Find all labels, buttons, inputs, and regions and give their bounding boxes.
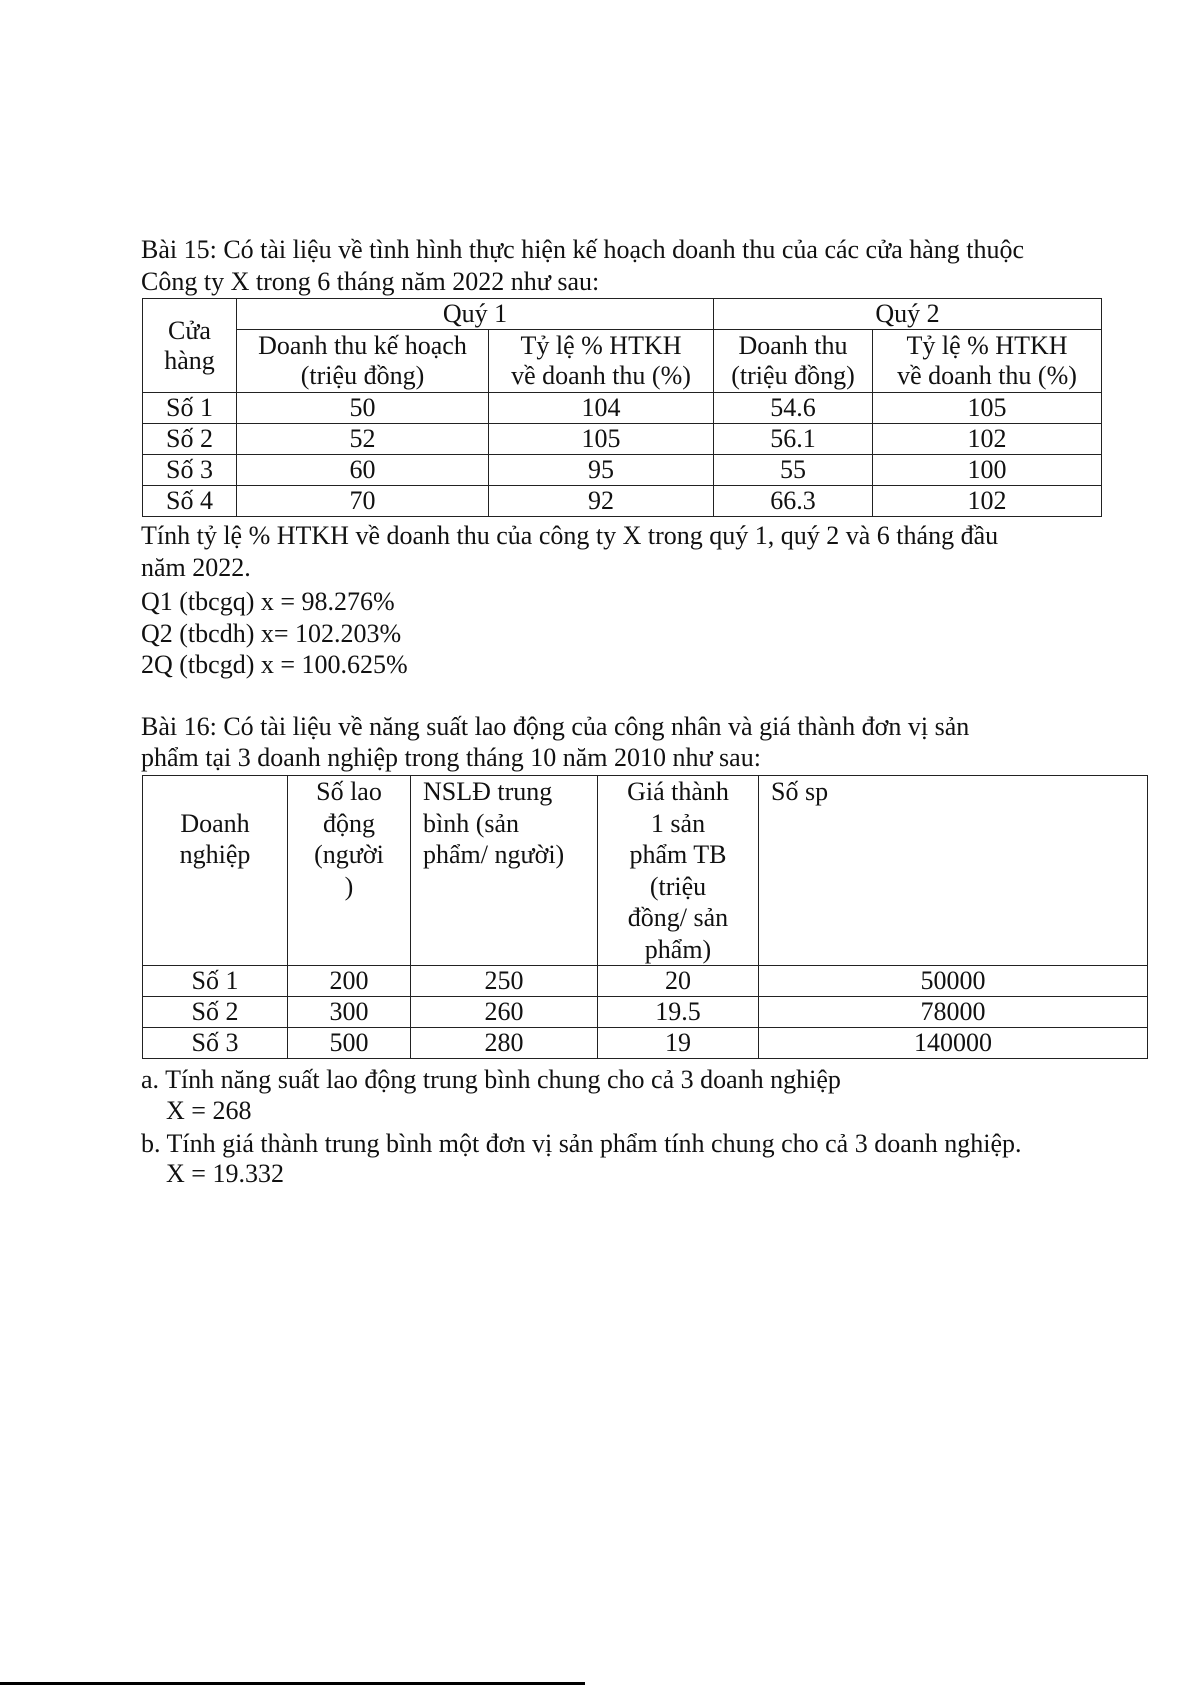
- header-workers: Số lao động (người ): [287, 775, 411, 966]
- bai16-cell: 280: [410, 1027, 598, 1059]
- header-unit-cost: Giá thành 1 sản phẩm TB (triệu đồng/ sản…: [597, 775, 759, 966]
- bai15-cell: 50: [236, 392, 489, 424]
- bai15-question-line2: năm 2022.: [141, 553, 251, 582]
- bai16-cell: 20: [597, 965, 759, 997]
- bai16-cell: 260: [410, 996, 598, 1028]
- header-productivity: NSLĐ trung bình (sản phẩm/ người): [410, 775, 598, 966]
- bai16-cell: 50000: [758, 965, 1148, 997]
- bai16-row: Số 2 300 260 19.5 78000: [142, 996, 1148, 1028]
- bai15-cell: 102: [872, 423, 1102, 455]
- bai15-cell: 100: [872, 454, 1102, 486]
- bai16-answer-a: X = 268: [166, 1096, 252, 1125]
- bai16-cell: 500: [287, 1027, 411, 1059]
- bai15-cell: 66.3: [713, 485, 873, 517]
- bai15-answer-q2: Q2 (tbcdh) x= 102.203%: [141, 619, 402, 648]
- bai15-row: Số 4 70 92 66.3 102: [142, 485, 1102, 517]
- bai16-cell: Số 1: [142, 965, 288, 997]
- bai15-cell: 102: [872, 485, 1102, 517]
- bai15-cell: 92: [488, 485, 714, 517]
- subheader-q2-rate: Tỷ lệ % HTKH về doanh thu (%): [872, 329, 1102, 393]
- subheader-q1-rate: Tỷ lệ % HTKH về doanh thu (%): [488, 329, 714, 393]
- bai16-cell: 140000: [758, 1027, 1148, 1059]
- bai15-cell: 52: [236, 423, 489, 455]
- bai15-cell: 70: [236, 485, 489, 517]
- header-store: Cửa hàng: [142, 298, 237, 393]
- bai15-question-line1: Tính tỷ lệ % HTKH về doanh thu của công …: [141, 521, 999, 550]
- bai16-cell: Số 2: [142, 996, 288, 1028]
- header-quarter-2: Quý 2: [713, 298, 1102, 330]
- subheader-q1-plan: Doanh thu kế hoạch (triệu đồng): [236, 329, 489, 393]
- page-bottom-rule: [0, 1682, 585, 1685]
- bai15-intro-line2: Công ty X trong 6 tháng năm 2022 như sau…: [141, 267, 600, 296]
- bai16-cell: Số 3: [142, 1027, 288, 1059]
- bai15-cell: Số 1: [142, 392, 237, 424]
- bai15-cell: Số 3: [142, 454, 237, 486]
- bai15-cell: Số 2: [142, 423, 237, 455]
- header-enterprise: Doanh nghiệp: [142, 775, 288, 966]
- bai15-answer-q1: Q1 (tbcgq) x = 98.276%: [141, 587, 395, 616]
- bai15-answer-2q: 2Q (tbcgd) x = 100.625%: [141, 650, 408, 679]
- bai15-cell: 105: [872, 392, 1102, 424]
- bai16-cell: 19.5: [597, 996, 759, 1028]
- bai16-table: Doanh nghiệp Số lao động (người ) NSLĐ t…: [142, 775, 1148, 1059]
- bai16-cell: 78000: [758, 996, 1148, 1028]
- bai15-table: Cửa hàng Quý 1 Quý 2 Doanh thu kế hoạch …: [142, 298, 1102, 517]
- bai16-intro-line2: phẩm tại 3 doanh nghiệp trong tháng 10 n…: [141, 743, 761, 772]
- bai15-intro-line1: Bài 15: Có tài liệu về tình hình thực hi…: [141, 235, 1025, 264]
- bai15-cell: 55: [713, 454, 873, 486]
- bai16-cell: 200: [287, 965, 411, 997]
- bai16-intro-line1: Bài 16: Có tài liệu về năng suất lao độn…: [141, 712, 970, 741]
- bai16-row: Số 1 200 250 20 50000: [142, 965, 1148, 997]
- header-quarter-1: Quý 1: [236, 298, 714, 330]
- subheader-q2-revenue: Doanh thu (triệu đồng): [713, 329, 873, 393]
- bai15-cell: 105: [488, 423, 714, 455]
- bai16-question-b: b. Tính giá thành trung bình một đơn vị …: [141, 1129, 1022, 1158]
- bai16-cell: 250: [410, 965, 598, 997]
- bai16-question-a: a. Tính năng suất lao động trung bình ch…: [141, 1065, 841, 1094]
- bai15-cell: 56.1: [713, 423, 873, 455]
- bai15-row: Số 3 60 95 55 100: [142, 454, 1102, 486]
- bai16-cell: 300: [287, 996, 411, 1028]
- bai16-answer-b: X = 19.332: [166, 1159, 284, 1188]
- bai16-row: Số 3 500 280 19 140000: [142, 1027, 1148, 1059]
- bai15-cell: 60: [236, 454, 489, 486]
- header-products: Số sp: [758, 775, 1148, 966]
- bai16-cell: 19: [597, 1027, 759, 1059]
- bai15-cell: 54.6: [713, 392, 873, 424]
- bai15-cell: Số 4: [142, 485, 237, 517]
- bai15-row: Số 2 52 105 56.1 102: [142, 423, 1102, 455]
- bai15-cell: 104: [488, 392, 714, 424]
- bai15-cell: 95: [488, 454, 714, 486]
- bai15-row: Số 1 50 104 54.6 105: [142, 392, 1102, 424]
